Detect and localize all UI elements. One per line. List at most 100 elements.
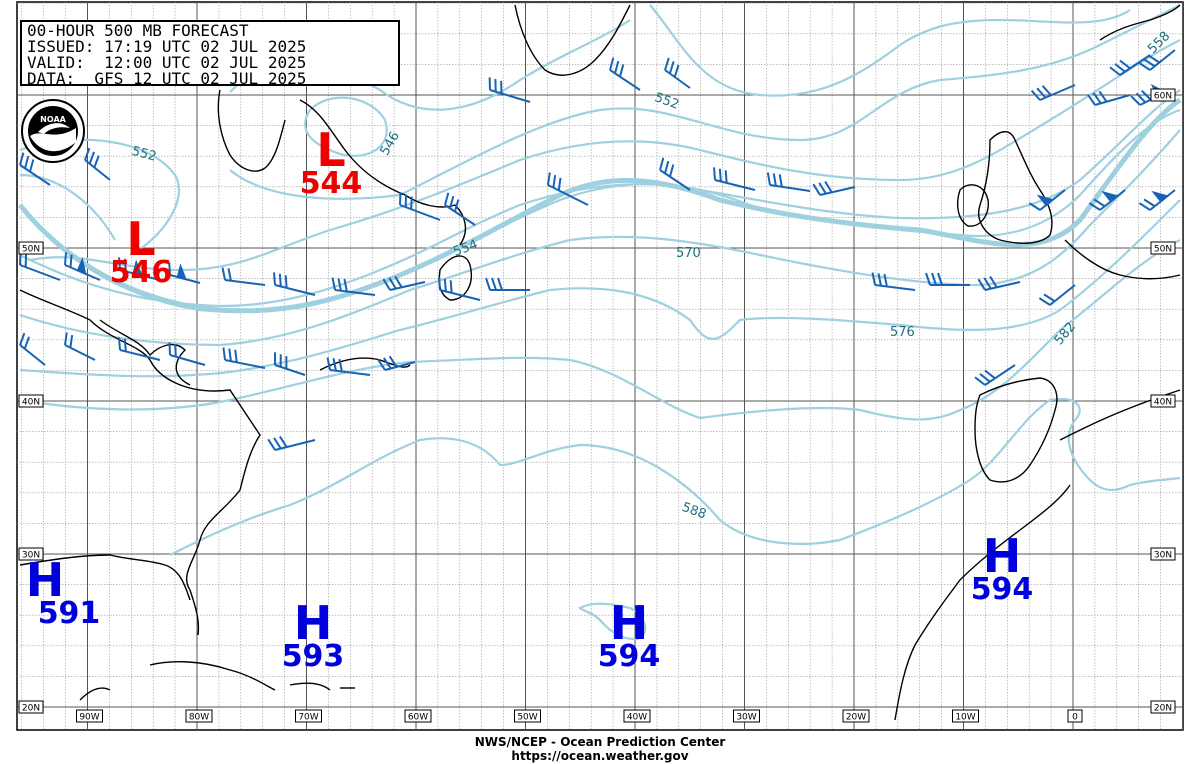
barb-feather [1038, 297, 1051, 306]
wind-barb [974, 364, 1016, 386]
lat-label: 60N [1154, 92, 1172, 102]
barb-feather [123, 338, 127, 352]
wind-barb [547, 172, 589, 206]
barb-feather [1109, 66, 1121, 76]
lat-label-box [18, 241, 44, 255]
barb-feather [267, 438, 276, 451]
gulf-coast [19, 554, 191, 601]
high-letter: H [982, 529, 1022, 583]
barb-feather [669, 164, 675, 177]
barb-feather [64, 332, 68, 346]
barb-feather [1138, 202, 1151, 211]
barb-staff [329, 369, 371, 376]
barb-feather [24, 155, 30, 169]
header-valid: VALID: 12:00 UTC 02 JUL 2025 [27, 53, 307, 72]
forecast-header: 00-HOUR 500 MB FORECAST ISSUED: 17:19 UTC… [20, 20, 400, 88]
contour-594-high [578, 602, 647, 640]
lon-label: 0 [1072, 713, 1078, 723]
wind-barb [1109, 54, 1151, 76]
barb-staff [1039, 84, 1076, 101]
lat-label-box [18, 394, 44, 408]
lat-label-box [18, 547, 44, 561]
low-pressure-546: L 546 [110, 216, 173, 288]
major-grid [17, 2, 1183, 730]
great-lakes [99, 319, 191, 386]
barb-staff [224, 279, 266, 286]
uk [978, 131, 1053, 244]
contour-label: 570 [676, 246, 701, 261]
barb-staff [169, 354, 206, 366]
wind-barb [118, 257, 161, 281]
lon-label: 50W [517, 713, 537, 723]
barb-feather [449, 280, 453, 293]
barb-staff [19, 264, 61, 281]
barb-feather [1028, 202, 1041, 211]
barb-feather [23, 336, 30, 350]
barb-feather [382, 278, 391, 291]
barb-feather [1141, 89, 1152, 101]
barb-feather [1138, 62, 1151, 71]
barb-feather [84, 147, 91, 161]
wind-barb [713, 167, 756, 191]
barb-staff [1094, 94, 1131, 106]
barb-feather [168, 342, 171, 356]
wind-barb [399, 192, 441, 221]
lat-label: 40N [1154, 398, 1172, 408]
wind-barb [871, 272, 916, 291]
wind-barb [326, 357, 371, 376]
nova-scotia [319, 357, 411, 371]
wind-barb [84, 147, 111, 181]
barb-feather [388, 277, 397, 290]
barb-feather [497, 277, 503, 291]
europe-coast [1064, 239, 1181, 280]
barb-feather [273, 437, 282, 450]
barb-feather [718, 168, 722, 182]
wind-barb [1088, 189, 1126, 211]
barb-feather [279, 435, 288, 448]
logo-text: NOAA [40, 115, 66, 124]
barb-feather [766, 172, 771, 186]
barb-feather [1036, 87, 1047, 99]
wind-barb [331, 277, 376, 296]
wind-barb [488, 77, 531, 103]
footer-url[interactable]: https://ocean.weather.gov [511, 749, 689, 763]
contour-label: 576 [890, 325, 915, 340]
barb-feather [454, 199, 460, 212]
barb-staff [714, 179, 756, 191]
contour-552-sw [19, 173, 116, 241]
lon-label: 20W [846, 713, 866, 723]
africa-nw [894, 484, 1071, 721]
barb-feather [227, 268, 232, 281]
barb-feather [278, 273, 282, 287]
lat-label-box [1150, 547, 1176, 561]
barb-feather [93, 155, 100, 168]
lon-label-box [842, 709, 870, 723]
wind-barb [222, 347, 266, 369]
lat-label-box [1150, 88, 1176, 102]
high-pressure-594-central: H 594 [598, 600, 661, 672]
barb-feather [1030, 89, 1041, 101]
barb-feather [118, 337, 121, 351]
header-data: DATA: GFS 12 UTC 02 JUL 2025 [27, 69, 307, 88]
low-letter: L [126, 212, 156, 266]
barb-feather [1093, 198, 1106, 208]
barb-feather [979, 373, 991, 383]
barb-feather [222, 347, 226, 361]
barb-feather [547, 172, 551, 186]
barb-feather [557, 177, 562, 191]
wind-barb [925, 272, 970, 286]
high-pressure-591: H 591 [20, 557, 101, 629]
barb-feather [388, 355, 398, 368]
barb-feather [326, 357, 331, 371]
contour-576 [19, 199, 1181, 378]
barb-feather [221, 267, 226, 281]
lat-label: 50N [22, 245, 40, 255]
wind-barb [382, 275, 426, 291]
labrador [299, 99, 467, 246]
barb-feather [983, 277, 992, 290]
latitude-labels: 60N 50N 50N 40N 40N 30N 30N 20N 20N [18, 88, 1176, 714]
barb-feather [123, 258, 127, 272]
hispaniola [289, 682, 331, 691]
lon-label: 90W [79, 713, 99, 723]
barb-feather [383, 357, 392, 370]
